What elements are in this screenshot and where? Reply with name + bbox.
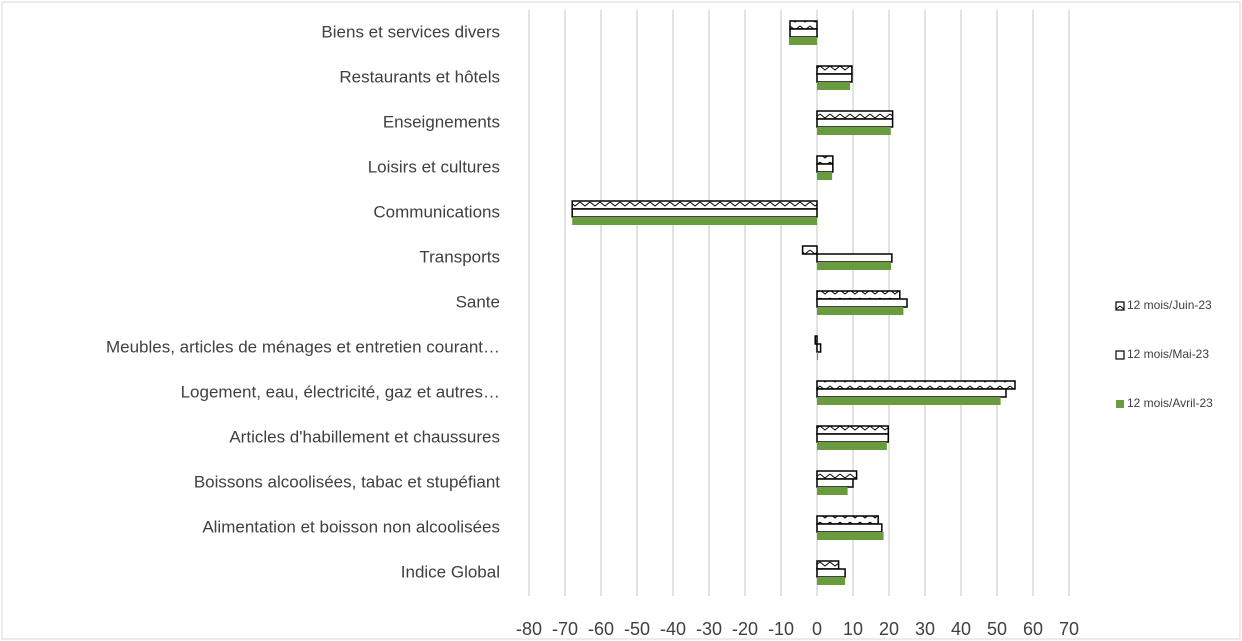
category-label: Articles d'habillement et chaussures xyxy=(229,427,500,446)
x-tick-label: -30 xyxy=(696,619,722,639)
bar xyxy=(801,245,818,255)
category-label: Meubles, articles de ménages et entretie… xyxy=(106,337,500,356)
bar xyxy=(816,523,883,533)
category-label: Transports xyxy=(419,247,500,266)
bar xyxy=(816,380,1016,390)
legend-swatch xyxy=(1115,350,1125,360)
bar xyxy=(816,425,890,435)
category-label: Restaurants et hôtels xyxy=(339,67,500,86)
bar xyxy=(816,568,846,578)
category-label: Alimentation et boisson non alcoolisées xyxy=(202,517,500,536)
bar xyxy=(816,65,853,75)
bar xyxy=(572,217,817,225)
bar xyxy=(817,532,884,540)
bar xyxy=(817,397,1001,405)
bar xyxy=(817,172,833,180)
bar xyxy=(817,487,848,495)
bar xyxy=(571,208,818,218)
bar xyxy=(816,470,858,480)
bar xyxy=(816,515,879,525)
x-tick-label: 50 xyxy=(987,619,1007,639)
bar xyxy=(816,388,1007,398)
bar xyxy=(817,82,851,90)
category-label: Enseignements xyxy=(383,112,500,131)
bar xyxy=(816,478,854,488)
category-label: Sante xyxy=(456,292,500,311)
category-label: Communications xyxy=(373,202,500,221)
x-tick-label: -80 xyxy=(516,619,542,639)
bar xyxy=(817,442,887,450)
category-label: Indice Global xyxy=(401,562,500,581)
bar xyxy=(816,433,890,443)
x-tick-label: -40 xyxy=(660,619,686,639)
bar xyxy=(816,163,834,173)
bar xyxy=(788,37,817,45)
x-tick-label: 40 xyxy=(951,619,971,639)
bar xyxy=(816,118,894,128)
bar xyxy=(816,253,893,263)
x-tick-label: -50 xyxy=(624,619,650,639)
x-tick-label: -70 xyxy=(552,619,578,639)
x-tick-label: 70 xyxy=(1059,619,1079,639)
bar xyxy=(816,110,894,120)
bar xyxy=(816,290,901,300)
legend-label: 12 mois/Avril-23 xyxy=(1127,396,1213,410)
bar xyxy=(817,127,891,135)
x-tick-label: 60 xyxy=(1023,619,1043,639)
bar xyxy=(814,335,818,345)
bar xyxy=(817,307,904,315)
bar xyxy=(789,28,818,38)
legend-label: 12 mois/Juin-23 xyxy=(1127,298,1212,312)
x-tick-label: 10 xyxy=(843,619,863,639)
bar xyxy=(789,20,818,30)
category-label: Boissons alcoolisées, tabac et stupéfian… xyxy=(194,472,500,491)
legend-swatch xyxy=(1116,400,1124,408)
x-tick-label: -60 xyxy=(588,619,614,639)
bar xyxy=(817,577,846,585)
bar xyxy=(816,73,853,83)
legend-label: 12 mois/Mai-23 xyxy=(1127,347,1209,361)
bar xyxy=(571,200,818,210)
bar xyxy=(816,343,822,353)
bar xyxy=(816,155,834,165)
x-tick-label: 0 xyxy=(812,619,822,639)
legend-swatch xyxy=(1115,301,1125,311)
category-label: Loisirs et cultures xyxy=(368,157,500,176)
bar xyxy=(817,262,892,270)
bar xyxy=(817,352,818,360)
x-tick-label: 20 xyxy=(879,619,899,639)
x-tick-label: 30 xyxy=(915,619,935,639)
bar xyxy=(816,560,840,570)
x-tick-label: -10 xyxy=(768,619,794,639)
category-label: Biens et services divers xyxy=(321,22,500,41)
category-label: Logement, eau, électricité, gaz et autre… xyxy=(181,382,500,401)
x-tick-label: -20 xyxy=(732,619,758,639)
bar xyxy=(816,298,908,308)
